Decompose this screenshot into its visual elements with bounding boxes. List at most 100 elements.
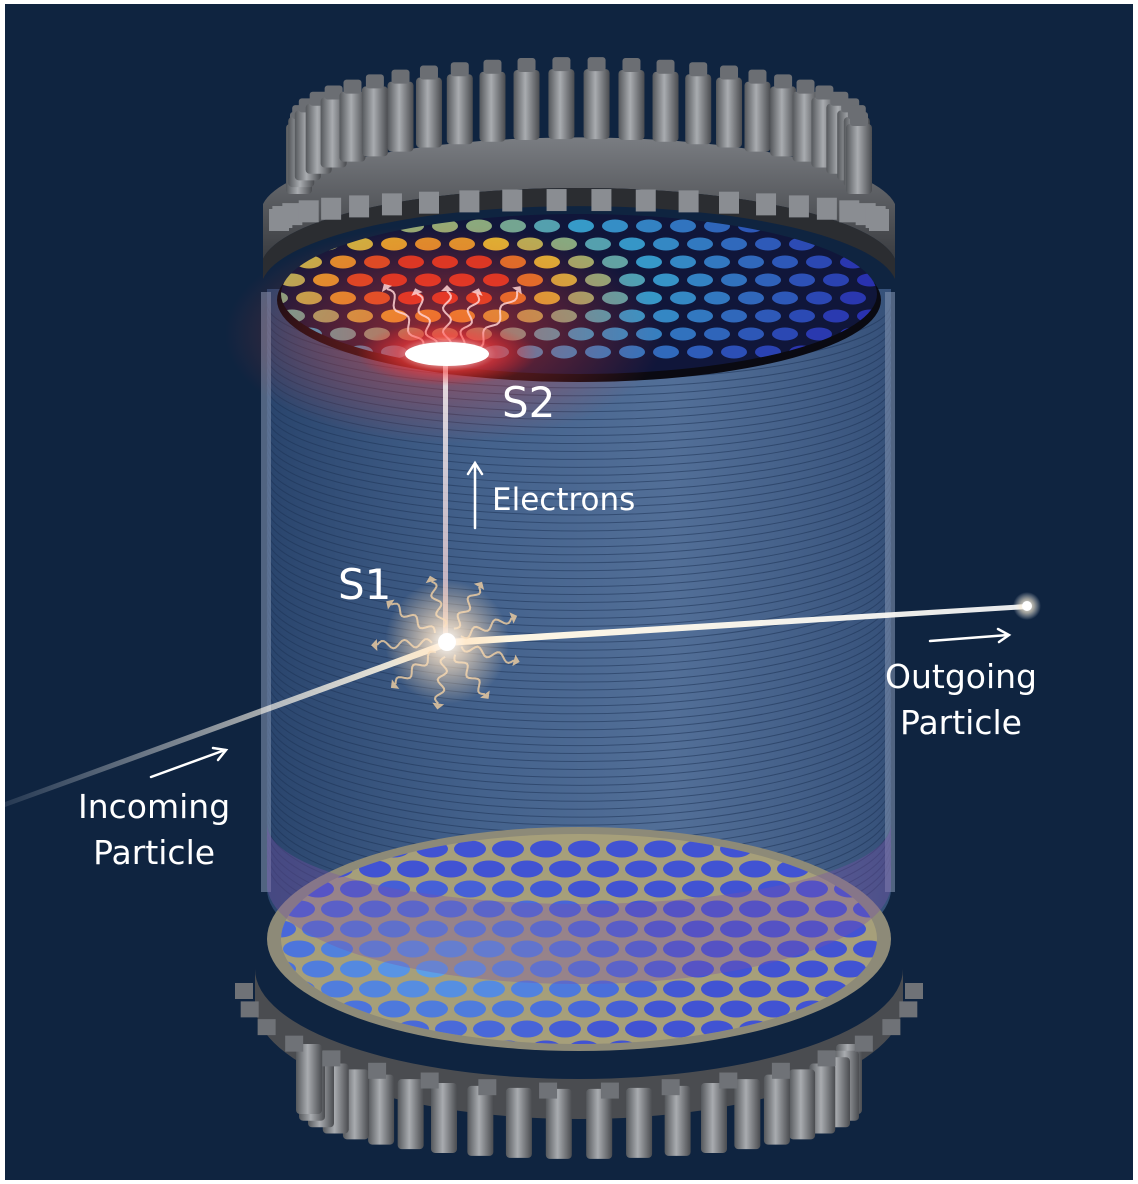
bottom-pmt	[281, 920, 296, 938]
photon-wave-head	[473, 581, 485, 590]
top-pmt-base	[479, 71, 506, 142]
bottom-pmt	[283, 940, 315, 958]
bottom-pmt	[682, 960, 714, 978]
bottom-flange-bracket	[600, 1082, 619, 1099]
bottom-flange-bracket	[719, 1072, 738, 1089]
field-ring	[266, 716, 892, 802]
field-ring	[266, 438, 892, 508]
bottom-pmt	[359, 940, 391, 958]
bottom-pmt	[644, 920, 676, 938]
photon-wave-head	[390, 679, 400, 689]
top-pmt	[585, 237, 611, 251]
bottom-pmt	[473, 980, 505, 998]
top-pmt	[568, 219, 594, 233]
bottom-flange-bracket	[905, 983, 923, 999]
top-pmt-base	[685, 74, 712, 145]
bottom-pmt	[492, 920, 524, 938]
field-ring	[266, 476, 892, 548]
bottom-pmt	[796, 880, 828, 898]
bottom-pmt	[549, 980, 581, 998]
top-pmt	[738, 291, 764, 305]
top-flange-bracket	[816, 197, 837, 220]
bottom-pmt	[815, 900, 847, 918]
bottom-pmt	[454, 920, 486, 938]
bottom-pmt-base	[763, 1074, 790, 1145]
bottom-pmt	[644, 960, 676, 978]
detector-artwork	[5, 57, 1041, 1159]
top-pmt	[806, 291, 832, 305]
top-pmt-base	[744, 81, 771, 152]
top-pmt-cap	[450, 62, 469, 77]
top-pmt	[772, 291, 798, 305]
bottom-flange-bracket	[368, 1062, 387, 1079]
top-pmt	[653, 273, 679, 287]
bottom-pmt	[758, 920, 790, 938]
bottom-pmt	[701, 860, 733, 878]
photon-wave-head	[432, 702, 445, 710]
bottom-pmt-base	[734, 1079, 761, 1150]
field-ring	[266, 431, 892, 500]
photon-wave-head	[509, 612, 518, 624]
top-pmt-base	[446, 74, 473, 145]
top-pmt-base	[583, 69, 610, 140]
bottom-pmt-base	[701, 1082, 727, 1153]
field-ring	[266, 633, 892, 715]
bottom-pmt	[644, 1000, 676, 1018]
bottom-pmt	[511, 860, 543, 878]
bottom-pmt	[340, 960, 372, 978]
field-ring	[266, 731, 892, 818]
top-flange-bracket	[756, 193, 777, 216]
bottom-pmt-base	[467, 1085, 494, 1156]
bottom-flange-bracket	[478, 1079, 497, 1096]
field-ring	[266, 536, 892, 611]
incoming-particle-label: Incoming Particle	[78, 787, 231, 872]
top-pmt	[755, 237, 781, 251]
bottom-pmt-array-housing	[235, 969, 923, 1159]
electron-drift-line	[443, 356, 448, 641]
bottom-pmt-base	[545, 1088, 572, 1159]
top-pmt-base	[652, 71, 679, 142]
bottom-pmt	[359, 900, 391, 918]
top-flange-bracket	[591, 189, 612, 212]
field-ring	[266, 468, 892, 540]
top-flange-bracket	[419, 191, 439, 214]
photon-wave-head	[386, 599, 395, 610]
photon-wave-head	[512, 286, 522, 295]
field-ring	[266, 446, 892, 516]
top-pmt	[755, 273, 781, 287]
outgoing-particle-label: Outgoing Particle	[885, 657, 1037, 742]
bottom-pmt-base	[789, 1069, 816, 1140]
top-pmt-array-housing	[263, 57, 895, 279]
bottom-flange-bracket	[882, 1019, 901, 1036]
bottom-pmt	[777, 940, 809, 958]
bottom-pmt-base	[586, 1088, 613, 1159]
bottom-pmt	[321, 1020, 353, 1038]
bottom-pmt	[701, 900, 733, 918]
s2-label: S2	[502, 378, 556, 427]
field-ring	[266, 521, 892, 596]
top-pmt-base	[770, 86, 797, 157]
bottom-pmt	[853, 940, 877, 958]
s1-core	[438, 633, 456, 651]
bottom-flange-bracket	[257, 1019, 276, 1036]
bottom-pmt	[321, 980, 353, 998]
bottom-pmt	[644, 840, 676, 858]
top-flange-bracket	[719, 191, 739, 214]
bottom-pmt	[568, 920, 600, 938]
top-pmt-cap	[622, 57, 641, 72]
top-pmt-base	[716, 77, 743, 148]
bottom-pmt-base	[296, 1044, 322, 1114]
bottom-pmt	[663, 980, 695, 998]
top-pmt	[840, 291, 866, 305]
field-ring	[266, 423, 892, 492]
field-ring	[266, 626, 892, 707]
bottom-pmt	[663, 900, 695, 918]
bottom-pmt-base	[431, 1082, 457, 1153]
bottom-pmt	[568, 1000, 600, 1018]
bottom-pmt	[682, 1000, 714, 1018]
bottom-pmt	[435, 940, 467, 958]
bottom-pmt	[606, 1000, 638, 1018]
top-pmt	[704, 219, 730, 233]
photon-wave-head	[411, 288, 423, 296]
field-ring	[266, 491, 892, 564]
